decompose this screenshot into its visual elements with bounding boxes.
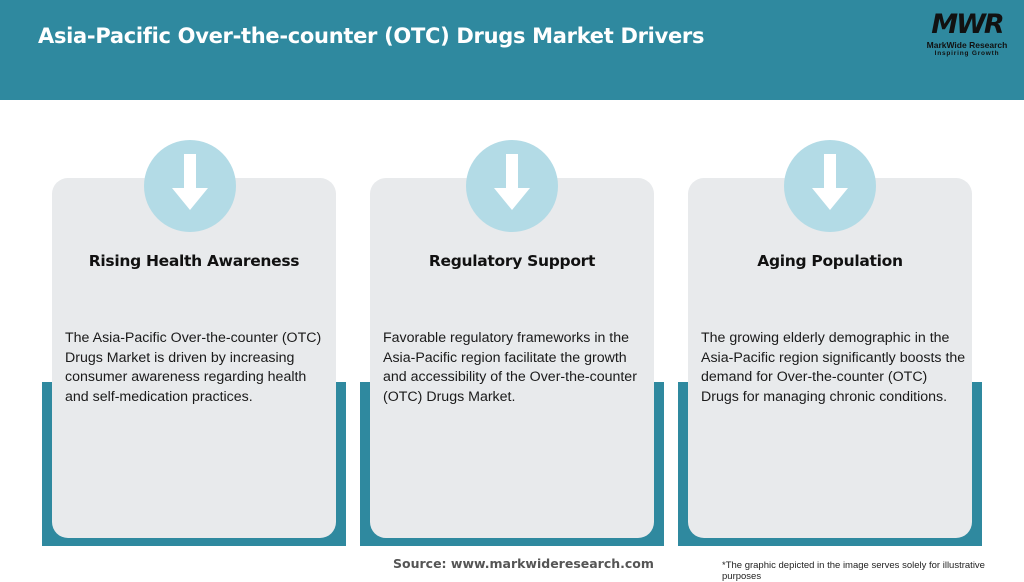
header-banner: Asia-Pacific Over-the-counter (OTC) Drug…	[0, 0, 1024, 100]
page-title: Asia-Pacific Over-the-counter (OTC) Drug…	[38, 24, 705, 48]
arrow-down-icon	[466, 140, 558, 232]
card-description: The Asia-Pacific Over-the-counter (OTC) …	[65, 330, 322, 405]
markwide-logo: MWR MarkWide Research Inspiring Growth	[922, 10, 1012, 58]
disclaimer-text: *The graphic depicted in the image serve…	[722, 560, 985, 582]
card-description: Favorable regulatory frameworks in the A…	[383, 330, 637, 405]
driver-card-rising-health-awareness: Rising Health Awareness The Asia-Pacific…	[52, 178, 336, 538]
arrow-down-icon	[144, 140, 236, 232]
source-text: Source: www.markwideresearch.com	[393, 556, 654, 571]
logo-tagline: Inspiring Growth	[934, 50, 1000, 57]
card-title: Regulatory Support	[428, 252, 596, 270]
driver-card-regulatory-support: Regulatory Support Favorable regulatory …	[370, 178, 654, 538]
card-title: Aging Population	[757, 252, 903, 270]
card-description: The growing elderly demographic in the A…	[701, 330, 966, 405]
logo-mark: MWR	[931, 9, 1004, 40]
card-title: Rising Health Awareness	[88, 252, 300, 270]
driver-card-aging-population: Aging Population The growing elderly dem…	[688, 178, 972, 538]
logo-name: MarkWide Research	[926, 40, 1008, 50]
arrow-down-icon	[784, 140, 876, 232]
